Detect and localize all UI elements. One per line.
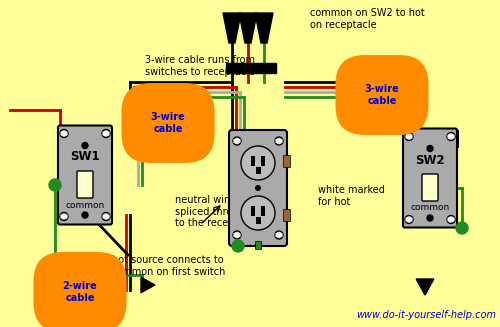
Polygon shape — [161, 137, 175, 153]
FancyBboxPatch shape — [58, 126, 112, 225]
Circle shape — [232, 240, 244, 252]
Bar — [283, 155, 290, 167]
Bar — [454, 130, 459, 148]
Polygon shape — [223, 13, 241, 43]
Circle shape — [49, 179, 61, 191]
FancyBboxPatch shape — [406, 217, 412, 221]
Circle shape — [233, 231, 241, 239]
FancyBboxPatch shape — [403, 129, 457, 228]
Polygon shape — [239, 13, 257, 43]
Polygon shape — [141, 277, 155, 293]
Text: source: source — [46, 252, 94, 265]
Circle shape — [102, 213, 110, 220]
Circle shape — [82, 143, 88, 148]
Text: 2-wire
cable: 2-wire cable — [62, 281, 98, 303]
FancyBboxPatch shape — [448, 217, 454, 221]
FancyBboxPatch shape — [60, 131, 68, 135]
Bar — [261, 206, 265, 216]
Text: common on SW2 to hot
on receptacle: common on SW2 to hot on receptacle — [310, 8, 425, 30]
Text: neutral wire
spliced through
to the receptacle: neutral wire spliced through to the rece… — [175, 195, 258, 228]
Bar — [251, 206, 255, 216]
Circle shape — [60, 213, 68, 220]
Text: common: common — [410, 203, 450, 213]
Circle shape — [447, 132, 455, 141]
Circle shape — [102, 129, 110, 137]
Circle shape — [427, 215, 433, 221]
FancyBboxPatch shape — [276, 139, 282, 143]
FancyBboxPatch shape — [102, 131, 110, 135]
Circle shape — [60, 129, 68, 137]
Text: 3-wire cable runs from
switches to receptacle: 3-wire cable runs from switches to recep… — [145, 55, 255, 77]
Circle shape — [241, 196, 275, 230]
Text: 3-wire
cable: 3-wire cable — [150, 112, 186, 134]
Text: white marked
for hot: white marked for hot — [318, 185, 385, 207]
Circle shape — [447, 215, 455, 223]
Text: www.do-it-yourself-help.com: www.do-it-yourself-help.com — [356, 310, 496, 320]
FancyBboxPatch shape — [234, 233, 240, 237]
Circle shape — [275, 137, 283, 145]
Circle shape — [255, 185, 261, 191]
Text: 3-wire
cable: 3-wire cable — [364, 84, 400, 106]
Bar — [261, 156, 265, 166]
Bar — [256, 167, 260, 174]
Bar — [226, 63, 276, 73]
FancyBboxPatch shape — [234, 139, 240, 143]
FancyBboxPatch shape — [229, 130, 287, 246]
Circle shape — [275, 231, 283, 239]
FancyBboxPatch shape — [448, 134, 454, 139]
Circle shape — [427, 146, 433, 151]
FancyBboxPatch shape — [77, 171, 93, 198]
FancyBboxPatch shape — [276, 233, 282, 237]
Circle shape — [456, 222, 468, 234]
FancyBboxPatch shape — [422, 174, 438, 201]
Circle shape — [405, 132, 413, 141]
Circle shape — [82, 212, 88, 218]
Bar — [251, 156, 255, 166]
FancyBboxPatch shape — [102, 215, 110, 218]
Text: hot source connects to
common on first switch: hot source connects to common on first s… — [111, 255, 225, 277]
FancyBboxPatch shape — [60, 215, 68, 218]
Text: SW2: SW2 — [415, 153, 445, 166]
Circle shape — [241, 146, 275, 180]
Polygon shape — [255, 13, 273, 43]
Bar — [283, 209, 290, 221]
Circle shape — [233, 137, 241, 145]
Bar — [256, 217, 260, 224]
Circle shape — [405, 215, 413, 223]
Bar — [255, 241, 261, 249]
Polygon shape — [416, 279, 434, 295]
FancyBboxPatch shape — [406, 134, 412, 139]
Text: SW1: SW1 — [70, 150, 100, 164]
Text: common: common — [66, 200, 104, 210]
